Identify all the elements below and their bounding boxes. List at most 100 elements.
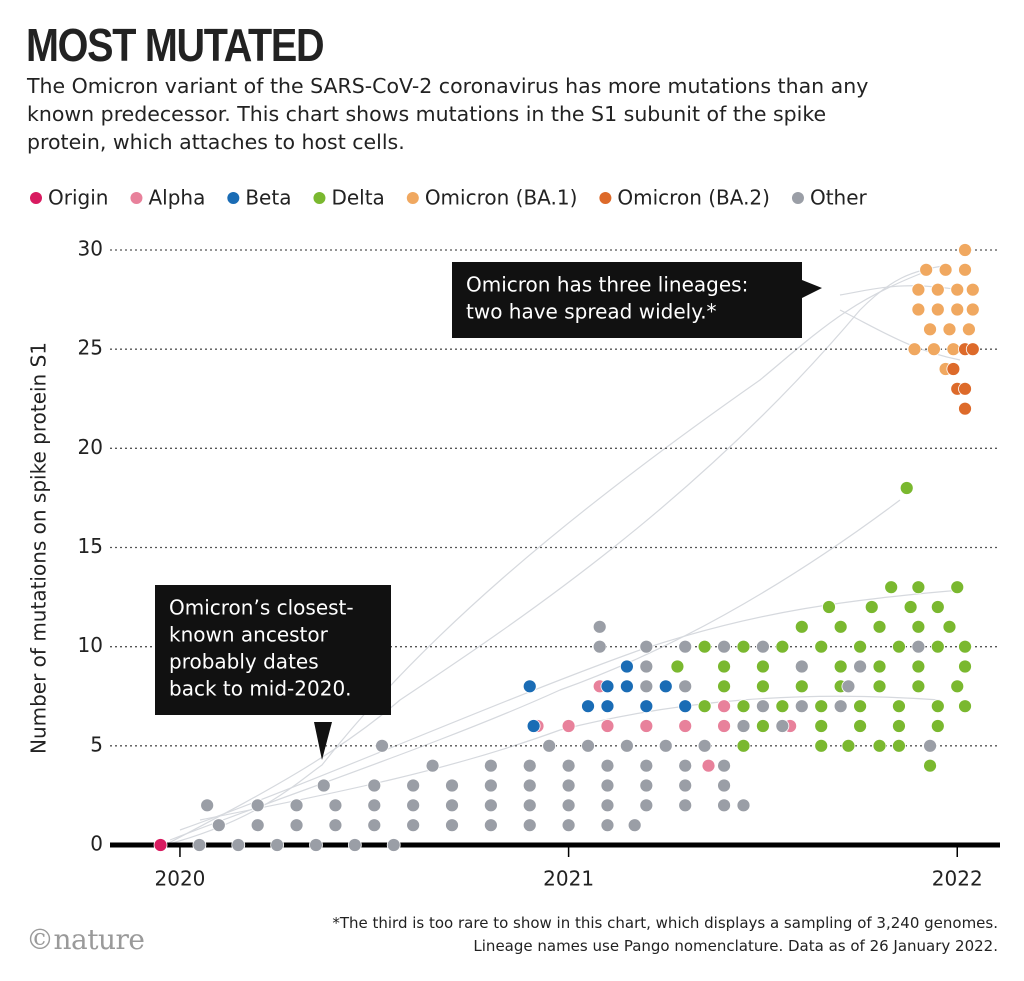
data-point bbox=[958, 381, 972, 396]
data-point bbox=[892, 738, 906, 753]
legend-swatch bbox=[313, 192, 326, 204]
data-point bbox=[756, 659, 770, 674]
data-point bbox=[872, 738, 887, 753]
data-point bbox=[639, 778, 654, 793]
data-point bbox=[833, 659, 848, 674]
y-tick-label: 10 bbox=[78, 633, 103, 657]
lineage-branches bbox=[164, 264, 961, 846]
data-point bbox=[794, 699, 809, 714]
data-point bbox=[639, 798, 654, 813]
data-point bbox=[872, 619, 887, 634]
data-point bbox=[965, 302, 980, 317]
data-point bbox=[950, 302, 965, 317]
annotation-pointer bbox=[802, 280, 822, 298]
data-point bbox=[561, 778, 576, 793]
data-point bbox=[678, 719, 693, 733]
data-point bbox=[736, 798, 751, 813]
annotation-text: two have spread widely.* bbox=[466, 300, 717, 324]
data-point bbox=[958, 262, 972, 277]
data-point bbox=[962, 322, 976, 337]
legend-label: Beta bbox=[245, 186, 291, 210]
data-point bbox=[775, 639, 790, 654]
data-point bbox=[736, 699, 751, 714]
data-point bbox=[678, 778, 693, 793]
data-point bbox=[678, 639, 693, 654]
source-logo: ©nature bbox=[26, 923, 145, 956]
data-point bbox=[328, 798, 343, 813]
data-point bbox=[367, 778, 382, 793]
data-point bbox=[375, 738, 389, 753]
data-point bbox=[600, 719, 615, 733]
data-point bbox=[717, 639, 731, 654]
data-point bbox=[892, 699, 906, 714]
lineage-branch bbox=[169, 499, 901, 841]
data-point bbox=[841, 679, 856, 694]
data-point bbox=[697, 738, 712, 753]
data-point bbox=[289, 818, 304, 833]
data-point bbox=[250, 818, 265, 833]
data-point bbox=[192, 838, 207, 852]
data-point bbox=[872, 659, 887, 674]
data-point bbox=[619, 738, 634, 753]
annotation-text: back to mid-2020. bbox=[169, 677, 352, 701]
legend-swatch bbox=[791, 192, 804, 204]
data-point bbox=[581, 738, 595, 753]
data-point bbox=[927, 342, 941, 357]
data-point bbox=[950, 679, 965, 694]
data-point bbox=[884, 580, 899, 595]
lineage-branch bbox=[199, 695, 941, 821]
data-point bbox=[522, 778, 537, 793]
data-point bbox=[853, 699, 867, 714]
data-point bbox=[911, 639, 926, 654]
legend-swatch bbox=[227, 192, 240, 204]
lineage-branch bbox=[164, 264, 951, 846]
data-point bbox=[833, 619, 848, 634]
data-point bbox=[938, 262, 953, 277]
data-point bbox=[600, 699, 615, 714]
data-point bbox=[619, 679, 634, 694]
data-point bbox=[153, 838, 168, 852]
data-point bbox=[736, 738, 751, 753]
data-point bbox=[445, 818, 459, 833]
data-point bbox=[289, 798, 304, 813]
title: MOST MUTATED bbox=[26, 19, 325, 71]
data-point bbox=[639, 679, 654, 694]
data-point bbox=[923, 758, 937, 773]
data-point bbox=[717, 699, 731, 714]
data-point bbox=[561, 798, 576, 813]
grid: 0 5 10 15 20 25 30 2020 2021 2022 bbox=[78, 237, 1000, 891]
y-tick-label: 20 bbox=[78, 435, 103, 459]
lineage-branch bbox=[164, 269, 931, 846]
data-point bbox=[678, 758, 693, 773]
footnote: *The third is too rare to show in this c… bbox=[332, 914, 998, 955]
data-point bbox=[950, 282, 965, 297]
data-point bbox=[639, 659, 654, 674]
data-point bbox=[814, 699, 829, 714]
data-point bbox=[542, 738, 557, 753]
y-tick-label: 25 bbox=[78, 336, 103, 360]
data-point bbox=[347, 838, 362, 852]
data-point bbox=[600, 758, 615, 773]
data-point bbox=[930, 282, 945, 297]
data-point bbox=[211, 818, 226, 833]
data-point bbox=[406, 818, 421, 833]
data-point bbox=[367, 818, 382, 833]
data-point bbox=[903, 600, 918, 614]
data-point bbox=[406, 778, 421, 793]
data-point bbox=[946, 342, 961, 357]
data-point bbox=[892, 719, 906, 733]
data-point bbox=[619, 659, 634, 674]
annotations: Omicron has three lineages: two have spre… bbox=[155, 262, 822, 760]
legend-swatch bbox=[599, 192, 612, 204]
data-point bbox=[930, 699, 945, 714]
data-point bbox=[717, 719, 731, 733]
data-point bbox=[930, 302, 945, 317]
marks bbox=[153, 243, 980, 852]
y-tick-label: 30 bbox=[78, 237, 103, 261]
data-point bbox=[717, 778, 731, 793]
data-point bbox=[794, 679, 809, 694]
data-point bbox=[946, 362, 961, 376]
data-point bbox=[923, 322, 937, 337]
data-point bbox=[923, 738, 937, 753]
